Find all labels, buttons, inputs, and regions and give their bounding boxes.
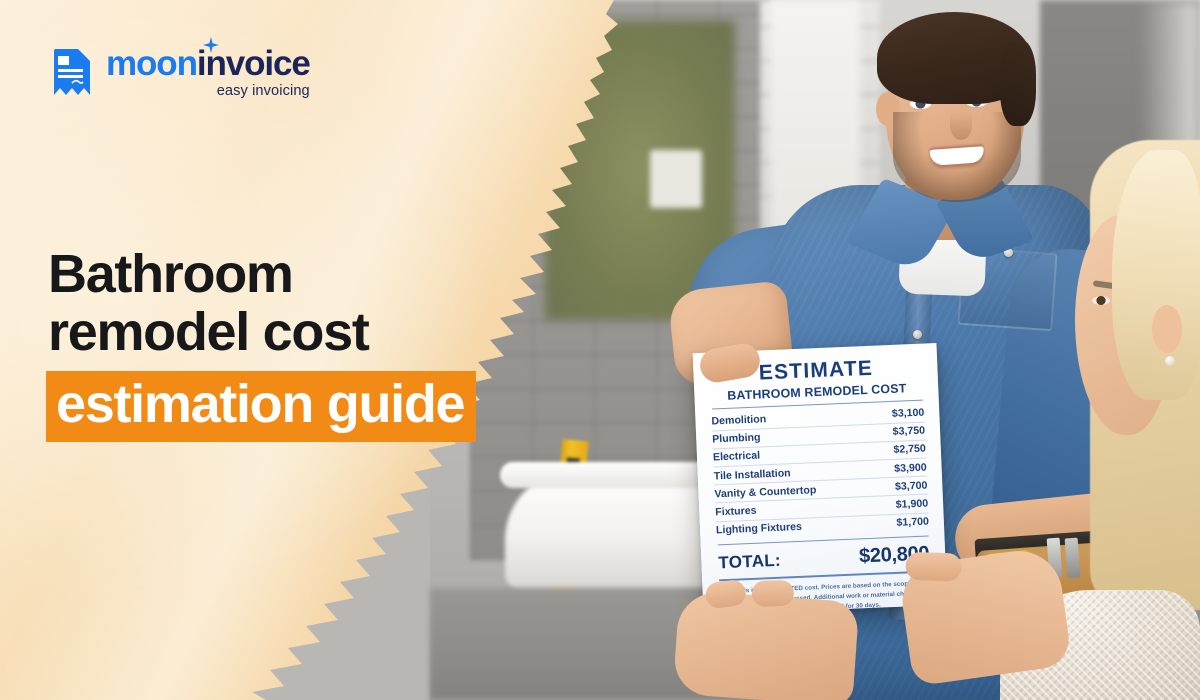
invoice-document-icon bbox=[52, 49, 90, 95]
eye-left bbox=[910, 99, 931, 109]
nose bbox=[950, 112, 972, 140]
brand-logo[interactable]: mooninvoice easy invoicing bbox=[48, 37, 311, 105]
headline-highlight: estimation guide bbox=[46, 370, 477, 442]
hero-headline: Bathroom remodel cost estimation guide bbox=[46, 244, 568, 442]
brand-name-moon: moon bbox=[106, 44, 198, 83]
headline-line-1: Bathroom bbox=[48, 244, 294, 304]
client-finger bbox=[905, 551, 963, 582]
total-label: TOTAL: bbox=[718, 550, 782, 573]
estimate-line-items: Demolition $3,100 Plumbing $3,750 Electr… bbox=[711, 404, 929, 539]
client-hand-right bbox=[897, 545, 1073, 687]
sparkle-icon bbox=[203, 37, 219, 53]
brand-name-invoice: invoice bbox=[196, 44, 311, 83]
client-earring bbox=[1165, 356, 1175, 366]
headline-line-2: remodel cost bbox=[48, 302, 370, 363]
item-amount: $1,900 bbox=[876, 494, 929, 515]
client-hand-left bbox=[672, 578, 860, 700]
shirt-button bbox=[913, 330, 922, 339]
client-eye bbox=[1092, 296, 1110, 305]
estimate-total-row: TOTAL: $20,800 bbox=[717, 543, 931, 575]
item-amount: $3,100 bbox=[872, 404, 925, 424]
client-finger bbox=[751, 579, 795, 608]
client-hair-front bbox=[1112, 150, 1200, 400]
client-ear bbox=[1152, 305, 1182, 353]
item-amount: $2,750 bbox=[874, 439, 927, 461]
pocket-button bbox=[1004, 248, 1013, 257]
item-amount: $3,750 bbox=[873, 421, 926, 443]
tool-chisel bbox=[1064, 537, 1081, 579]
brand-tagline: easy invoicing bbox=[216, 83, 310, 99]
brand-name: mooninvoice bbox=[106, 44, 311, 83]
brand-wordmark-block: mooninvoice easy invoicing bbox=[106, 37, 311, 99]
contractor-hair-side bbox=[1000, 40, 1036, 126]
item-amount: $3,900 bbox=[874, 458, 927, 479]
item-amount: $1,700 bbox=[896, 515, 930, 529]
item-amount: $3,700 bbox=[875, 476, 928, 497]
